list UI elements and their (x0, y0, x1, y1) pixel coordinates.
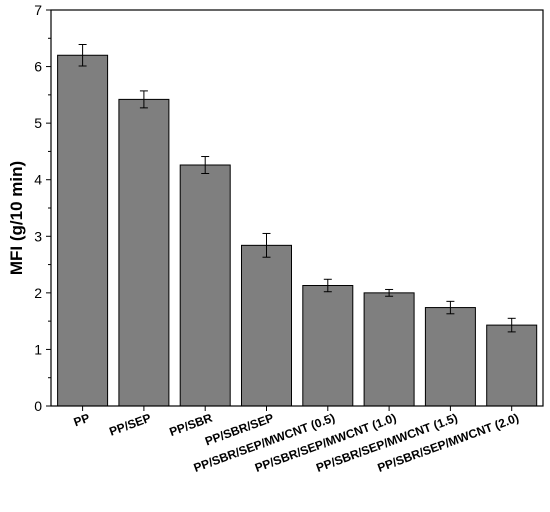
error-bars-group (78, 44, 516, 333)
y-ticks-group: 0 1 2 3 4 5 6 7 (34, 2, 51, 414)
error-bar (201, 156, 210, 174)
y-tick-label: 0 (34, 398, 42, 414)
bar (179, 164, 231, 407)
bar (486, 324, 538, 407)
y-tick-label: 4 (34, 172, 42, 188)
bar (118, 98, 170, 407)
y-tick-label: 1 (34, 341, 42, 357)
x-category-label: PP (72, 411, 92, 430)
y-tick-label: 5 (34, 115, 42, 131)
bar (302, 285, 354, 407)
error-bar (446, 300, 455, 315)
y-tick-label: 6 (34, 59, 42, 75)
y-axis-title: MFI (g/10 min) (7, 161, 26, 275)
bars-group (57, 54, 538, 407)
y-tick-label: 3 (34, 228, 42, 244)
bar (363, 292, 415, 407)
error-bar (262, 232, 271, 258)
y-tick-label: 2 (34, 285, 42, 301)
error-bar (385, 288, 394, 297)
bar (57, 54, 109, 407)
error-bar (78, 44, 87, 67)
x-labels-group: PP PP/SEP PP/SBRPP/SBR/SEPPP/SBR/SEP/MWCNT… (72, 406, 521, 475)
y-tick-label: 7 (34, 2, 42, 18)
x-category-label: PP/SEP (107, 411, 153, 439)
error-bar (323, 278, 332, 293)
error-bar (507, 317, 516, 333)
error-bar (139, 90, 148, 109)
bar (424, 307, 476, 407)
bar (241, 244, 292, 407)
